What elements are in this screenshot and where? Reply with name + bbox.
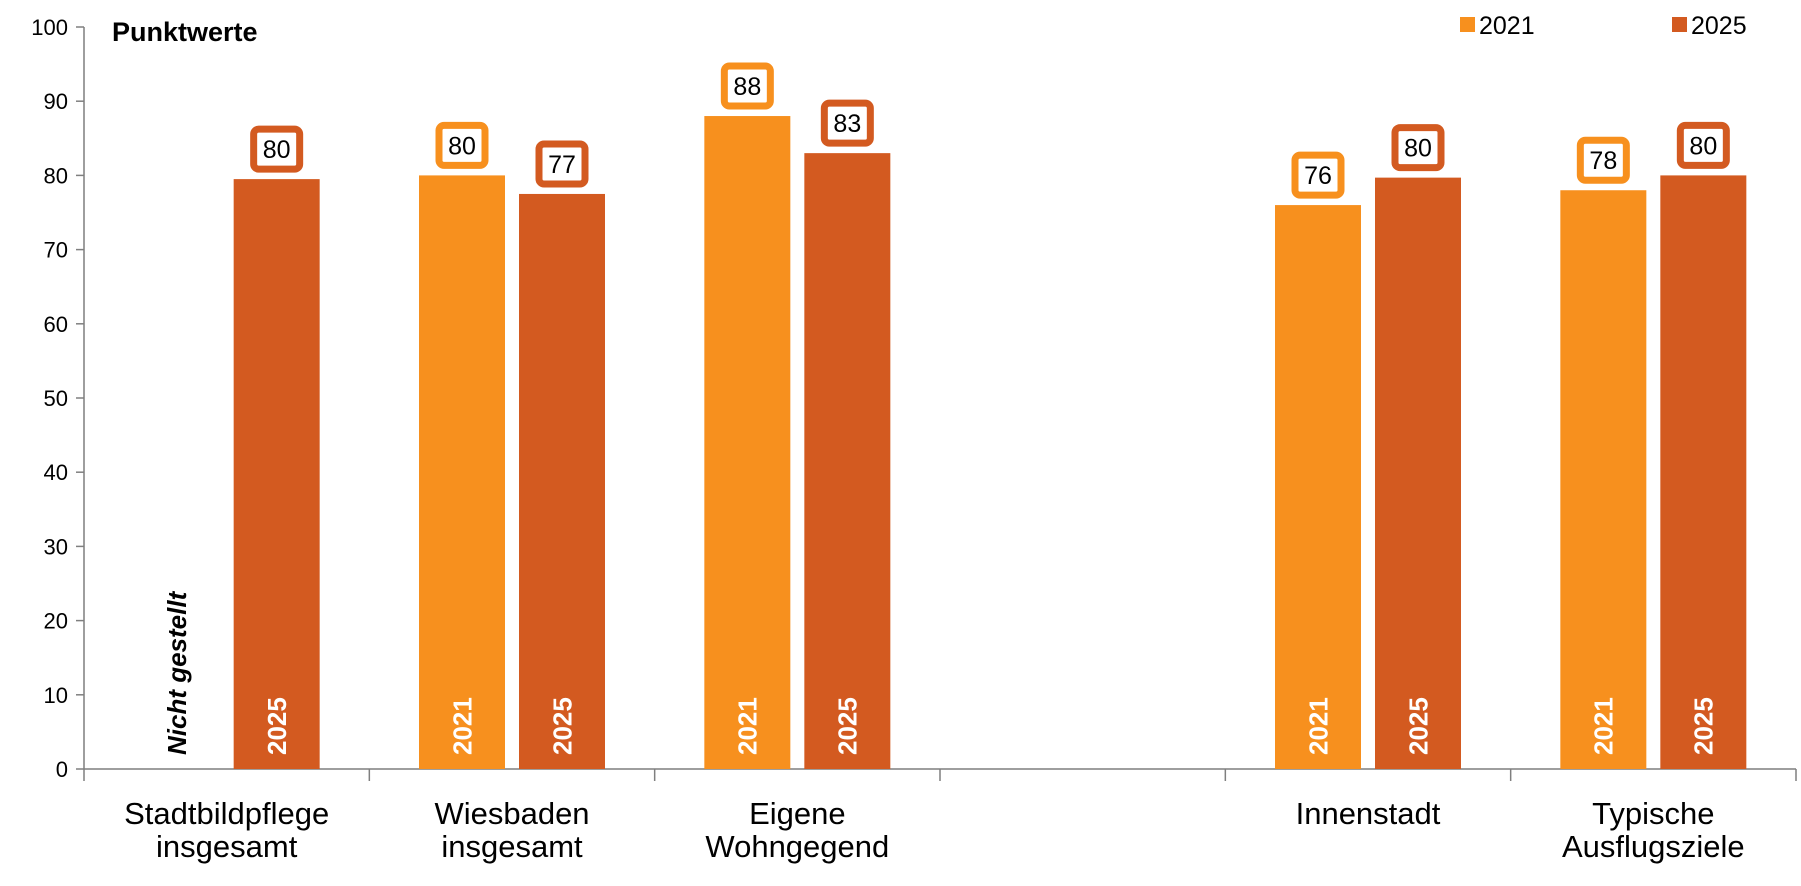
bar-series-label: 2021 xyxy=(733,697,763,755)
data-label: 80 xyxy=(263,136,291,164)
y-tick-label: 20 xyxy=(44,609,68,634)
bar xyxy=(1375,177,1461,770)
bar-series-label: 2025 xyxy=(262,697,292,755)
data-label-box xyxy=(820,99,874,147)
y-tick-label: 50 xyxy=(44,386,68,411)
category-labels: StadtbildpflegeinsgesamtWiesbadeninsgesa… xyxy=(124,796,1745,864)
y-tick-label: 80 xyxy=(44,163,68,188)
data-label-box xyxy=(250,125,304,173)
data-label: 76 xyxy=(1304,162,1332,190)
x-category-label: Wiesbaden xyxy=(434,796,589,831)
data-label-box xyxy=(535,140,589,188)
bars: 2021 2021 2021 2021 2025 2025 2025 2025 2025 Nich… xyxy=(162,116,1747,770)
data-label-box xyxy=(720,62,774,110)
data-label-box xyxy=(1676,121,1730,169)
x-category-label: Typische xyxy=(1592,796,1714,831)
x-category-label: Innenstadt xyxy=(1296,796,1441,831)
bar-series-label: 2021 xyxy=(1303,697,1333,755)
data-label-box xyxy=(1576,136,1630,184)
legend-label: 2025 xyxy=(1691,12,1747,40)
data-label: 83 xyxy=(833,110,861,138)
y-tick-label: 30 xyxy=(44,534,68,559)
y-tick-label: 40 xyxy=(44,460,68,485)
x-category-label: Ausflugsziele xyxy=(1562,829,1745,864)
y-tick-label: 0 xyxy=(56,757,68,782)
data-label: 80 xyxy=(1689,132,1717,160)
x-category-label: insgesamt xyxy=(156,829,298,864)
x-category-label: insgesamt xyxy=(441,829,583,864)
data-label-box xyxy=(1291,151,1345,199)
data-label-box xyxy=(435,121,489,169)
bar xyxy=(804,153,891,769)
x-category-label: Stadtbildpflege xyxy=(124,796,329,831)
y-tick-label: 70 xyxy=(44,238,68,263)
y-tick-label: 10 xyxy=(44,683,68,708)
bar xyxy=(1560,190,1647,770)
data-label: 80 xyxy=(448,132,476,160)
legend-swatch xyxy=(1672,17,1687,32)
bar xyxy=(519,193,605,769)
chart-title: Punktwerte xyxy=(112,17,258,47)
legend-label: 2021 xyxy=(1479,12,1535,40)
data-labels: 80 88 76 78 80 77 83 80 80 xyxy=(250,62,1730,199)
data-label: 78 xyxy=(1589,147,1617,175)
x-category-label: Wohngegend xyxy=(705,829,889,864)
annotation-text: Nicht gestellt xyxy=(162,590,192,755)
bar xyxy=(1660,175,1747,769)
bar-series-label: 2021 xyxy=(1589,697,1619,755)
bar-series-label: 2025 xyxy=(547,697,577,755)
bar-series-label: 2025 xyxy=(1403,697,1433,755)
bar-series-label: 2025 xyxy=(833,697,863,755)
data-label: 80 xyxy=(1404,135,1432,163)
axes: 0 10 20 30 40 50 60 70 80 90 100 xyxy=(31,15,1797,782)
y-tick-label: 90 xyxy=(44,89,68,114)
bar-series-label: 2025 xyxy=(1689,697,1719,755)
data-label-box xyxy=(1391,124,1445,172)
legend: 2021 2025 xyxy=(1460,12,1747,40)
x-category-label: Eigene xyxy=(749,796,846,831)
data-label: 88 xyxy=(733,73,761,101)
bar xyxy=(419,175,505,769)
bar-series-label: 2021 xyxy=(447,697,477,755)
bar xyxy=(1275,205,1361,769)
bar xyxy=(233,179,320,770)
y-tick-label: 100 xyxy=(31,15,68,40)
legend-swatch xyxy=(1460,17,1475,32)
bar xyxy=(704,116,791,770)
y-tick-label: 60 xyxy=(44,312,68,337)
data-label: 77 xyxy=(548,151,576,179)
